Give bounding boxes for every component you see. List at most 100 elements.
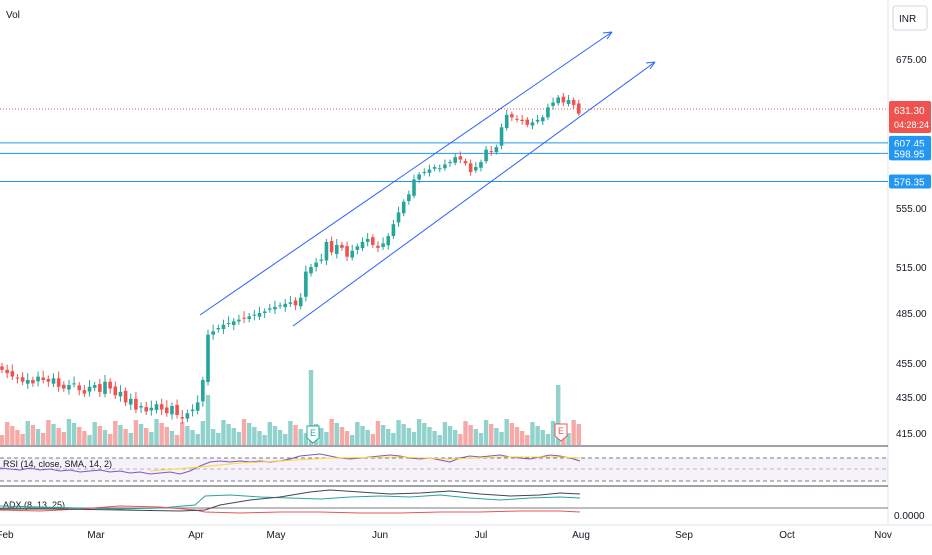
volume-bar [190, 430, 195, 445]
candle-body [221, 324, 226, 329]
candle-body [443, 164, 447, 169]
hline-price-text: 607.45 [894, 139, 925, 150]
candle-body [484, 149, 488, 162]
volume-bar [550, 421, 556, 445]
candle-body [118, 391, 123, 397]
candle-body [463, 161, 468, 164]
rsi-line [0, 453, 581, 475]
candle-body [41, 377, 45, 380]
time-axis[interactable]: Feb Mar Apr May Jun Jul Aug Sep Oct Nov [0, 530, 892, 541]
volume-bar [154, 419, 159, 445]
candle-body [216, 328, 221, 330]
candle-body [108, 381, 112, 389]
candle-body [82, 390, 87, 394]
volume-bar [350, 435, 355, 445]
volume-bar [164, 427, 169, 445]
volume-bar [514, 427, 520, 445]
volume-bar [468, 425, 473, 445]
trend-channel[interactable] [199, 31, 656, 327]
candle-body [494, 147, 499, 153]
candle-body [242, 317, 246, 319]
currency-label: INR [899, 14, 916, 25]
time-tick-label: May [267, 530, 286, 541]
volume-bar [241, 419, 247, 445]
candle-body [437, 168, 442, 170]
price-tick-label: 675.00 [896, 55, 927, 66]
volume-bar [231, 428, 236, 445]
volume-bar [41, 433, 46, 445]
trend-arrow-upper [602, 31, 613, 40]
candle-body [314, 262, 318, 267]
volume-bar [386, 429, 391, 445]
volume-bar [82, 431, 87, 445]
volume-bar [210, 429, 216, 445]
last-price-tag [889, 101, 931, 133]
volume-bar [504, 419, 509, 445]
volume-bar [118, 425, 123, 445]
hline-price-tag [889, 135, 931, 150]
time-tick-label: Sep [675, 530, 693, 541]
candle-body [190, 409, 195, 412]
candle-body [412, 179, 416, 196]
volume-bar [360, 426, 365, 445]
adx-line [0, 489, 581, 512]
volume-bar [20, 434, 25, 445]
candle-body [211, 331, 215, 335]
volume-bar [401, 424, 406, 445]
earnings-marker-2-label: E [558, 426, 564, 436]
candle-body [278, 305, 282, 307]
trend-line-upper[interactable] [199, 31, 613, 316]
time-tick-label: Jul [475, 530, 488, 541]
candle-body [139, 406, 143, 408]
candle-body [386, 236, 391, 246]
candle-body [329, 241, 334, 253]
volume-bar [267, 422, 272, 445]
candle-body [474, 167, 478, 171]
adx-label[interactable]: ADX (8, 13, 25) [3, 500, 65, 510]
candle-body [62, 384, 66, 389]
trend-line-lower[interactable] [292, 61, 656, 327]
candle-body [283, 303, 288, 308]
volume-bar [123, 429, 128, 445]
price-axis[interactable]: 675.00 555.00 515.00 485.00 455.00 435.00 415.… [896, 55, 927, 440]
volume-bar [375, 421, 381, 445]
volume-bar [226, 424, 231, 445]
candle-body [257, 313, 262, 317]
time-tick-label: Aug [572, 530, 590, 541]
volume-bar [406, 428, 412, 445]
volume-bar [494, 428, 499, 445]
price-tick-label: 455.00 [896, 359, 927, 370]
volume-bar [138, 424, 144, 445]
candle-body [365, 238, 370, 242]
candle-body [340, 244, 344, 248]
price-tick-label: 485.00 [896, 309, 927, 320]
volume-bar [252, 427, 257, 445]
volume-bar [61, 432, 66, 445]
candle-body [561, 96, 566, 103]
volume-bar [483, 420, 489, 445]
volume-bar [427, 427, 432, 445]
earnings-marker-2[interactable]: E [554, 423, 568, 442]
volume-bar [319, 428, 324, 445]
candle-body [571, 99, 576, 105]
volume-bar [334, 423, 339, 445]
volume-bar [71, 423, 77, 445]
candle-body [535, 119, 540, 122]
last-price-text: 631.30 [894, 106, 925, 117]
volume-bar [30, 425, 36, 445]
earnings-marker-1[interactable]: E [306, 425, 320, 444]
volume-bar [396, 420, 401, 445]
candle-body [577, 103, 581, 114]
volume-bar [174, 435, 180, 445]
volume-bar [277, 430, 283, 445]
candle-body [149, 407, 154, 411]
currency-badge[interactable] [892, 5, 928, 31]
candle-body [499, 127, 504, 146]
candle-body [195, 402, 200, 411]
candle-body [401, 201, 406, 214]
volume-bar [545, 434, 551, 445]
volume-bar [489, 424, 494, 445]
volume-bar [180, 422, 185, 445]
rsi-label[interactable]: RSI (14, close, SMA, 14, 2) [3, 459, 112, 469]
